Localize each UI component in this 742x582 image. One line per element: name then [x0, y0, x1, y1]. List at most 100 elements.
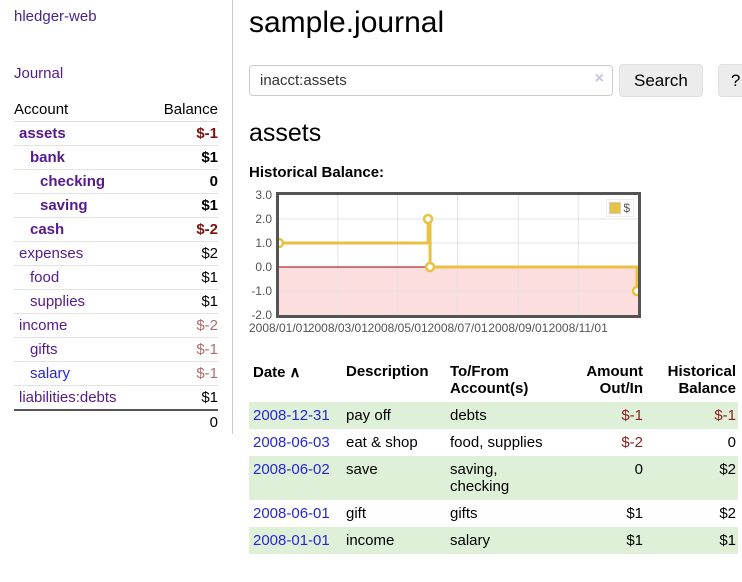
transaction-amount: $-1: [621, 407, 643, 424]
account-link-food[interactable]: food: [30, 269, 60, 286]
account-link-assets[interactable]: assets: [19, 125, 66, 142]
legend-swatch-icon: [609, 202, 622, 214]
sort-ascending-icon: ∧: [289, 364, 301, 381]
transaction-amount: $1: [626, 505, 643, 522]
account-row: saving $1: [14, 193, 218, 218]
register-table: Date ∧ Description To/From Account(s) Amo…: [249, 358, 738, 554]
help-button[interactable]: ?: [717, 64, 742, 97]
account-balance: $-2: [147, 313, 218, 338]
transaction-description: gift: [346, 505, 367, 522]
account-link-income[interactable]: income: [19, 317, 68, 334]
accounts-total: 0: [147, 409, 218, 434]
transaction-date-link[interactable]: 2008-06-03: [253, 434, 330, 451]
register-header-tofrom: To/From Account(s): [450, 363, 529, 397]
transaction-accounts: debts: [450, 407, 487, 424]
y-axis-tick-label: 3.0: [255, 188, 272, 202]
register-header-amount: Amount Out/In: [586, 363, 643, 397]
chart-x-axis: 2008/01/01 2008/03/01 2008/05/01 2008/07/01…: [249, 318, 649, 336]
transaction-balance: $2: [719, 505, 736, 522]
account-row: liabilities:debts $1: [14, 385, 218, 411]
account-balance: 0: [147, 169, 218, 194]
account-balance: $1: [147, 265, 218, 290]
account-balance: $1: [147, 289, 218, 314]
account-link-supplies[interactable]: supplies: [30, 293, 86, 310]
transaction-date-link[interactable]: 2008-06-02: [253, 461, 330, 478]
accounts-total-row: 0: [14, 409, 218, 434]
clear-search-icon[interactable]: ×: [594, 70, 604, 87]
y-axis-tick-label: 2.0: [255, 212, 272, 226]
x-axis-tick-label: 2008/05/01: [367, 321, 428, 335]
register-header-date: Date ∧: [249, 358, 346, 402]
register-header-balance: Historical Balance: [667, 363, 736, 397]
transaction-date-link[interactable]: 2008-01-01: [253, 532, 330, 549]
search-row: × Search ?: [249, 64, 742, 97]
search-input[interactable]: [249, 65, 613, 96]
y-axis-tick-label: -1.0: [251, 284, 272, 298]
account-row: assets $-1: [14, 121, 218, 146]
register-row: 2008-12-31 pay off debts $-1 $-1: [249, 402, 738, 429]
account-balance: $-1: [147, 337, 218, 362]
transaction-description: save: [346, 461, 378, 478]
chart-canvas: [279, 195, 638, 315]
search-button[interactable]: Search: [619, 64, 703, 97]
account-link-gifts[interactable]: gifts: [30, 341, 58, 358]
account-link-cash[interactable]: cash: [30, 221, 65, 238]
register-header-description: Description: [346, 363, 429, 380]
account-heading: assets: [249, 119, 322, 147]
register-row: 2008-01-01 income salary $1 $1: [249, 527, 738, 554]
x-axis-tick-label: 2008/07/01: [427, 321, 488, 335]
account-balance: $-2: [147, 217, 218, 242]
journal-link[interactable]: Journal: [14, 65, 64, 82]
transaction-amount: $-2: [621, 434, 643, 451]
transaction-date-link[interactable]: 2008-06-01: [253, 505, 330, 522]
register-header-row: Date ∧ Description To/From Account(s) Amo…: [249, 358, 738, 402]
register-row: 2008-06-03 eat & shop food, supplies $-2…: [249, 429, 738, 456]
accounts-header-row: Account Balance: [14, 98, 218, 122]
app-layout: hledger-web Journal Account Balance asse…: [14, 0, 742, 554]
transaction-date-link[interactable]: 2008-12-31: [253, 407, 330, 424]
accounts-header-balance: Balance: [147, 98, 218, 122]
transaction-balance: $1: [719, 532, 736, 549]
transaction-accounts: saving, checking: [450, 461, 510, 495]
account-balance: $-1: [147, 361, 218, 386]
account-link-saving[interactable]: saving: [40, 197, 88, 214]
transaction-amount: $1: [626, 532, 643, 549]
transaction-balance: $-1: [714, 407, 736, 424]
transaction-accounts: food, supplies: [450, 434, 543, 451]
account-balance: $2: [147, 241, 218, 266]
legend-label: $: [623, 201, 630, 215]
account-balance: $1: [147, 385, 218, 411]
transaction-description: pay off: [346, 407, 391, 424]
account-row: supplies $1: [14, 289, 218, 314]
transaction-balance: 0: [727, 434, 736, 451]
page-title: sample.journal: [249, 6, 445, 39]
register-row: 2008-06-01 gift gifts $1 $2: [249, 500, 738, 527]
main-content: sample.journal × Search ? assets Histori…: [233, 0, 742, 554]
search-box: ×: [249, 65, 613, 96]
account-link-salary[interactable]: salary: [30, 365, 71, 382]
account-row: income $-2: [14, 313, 218, 338]
transaction-description: eat & shop: [346, 434, 418, 451]
account-link-expenses[interactable]: expenses: [19, 245, 84, 262]
brand: hledger-web: [14, 8, 218, 25]
accounts-table: Account Balance assets $-1 bank $1 check…: [14, 98, 218, 434]
account-link-liabilities-debts[interactable]: liabilities:debts: [19, 389, 117, 406]
brand-link[interactable]: hledger-web: [14, 8, 97, 25]
chart-title: Historical Balance:: [249, 164, 385, 181]
account-row: expenses $2: [14, 241, 218, 266]
chart-y-axis: 3.0 2.0 1.0 0.0 -1.0 -2.0: [249, 188, 276, 322]
account-row: gifts $-1: [14, 337, 218, 362]
x-axis-tick-label: 2008/01/01: [248, 321, 310, 335]
x-axis-tick-label: 2008/11/01: [548, 321, 608, 335]
transaction-balance: $2: [719, 461, 736, 478]
account-row: checking 0: [14, 169, 218, 194]
transaction-accounts: gifts: [450, 505, 478, 522]
journal-nav: Journal: [14, 65, 218, 82]
account-link-checking[interactable]: checking: [40, 173, 106, 190]
register-row: 2008-06-02 save saving, checking 0 $2: [249, 456, 738, 500]
account-row: food $1: [14, 265, 218, 290]
account-link-bank[interactable]: bank: [30, 149, 66, 166]
y-axis-tick-label: 0.0: [255, 260, 272, 274]
accounts-header-account: Account: [14, 98, 148, 122]
chart-legend: $: [606, 199, 634, 217]
